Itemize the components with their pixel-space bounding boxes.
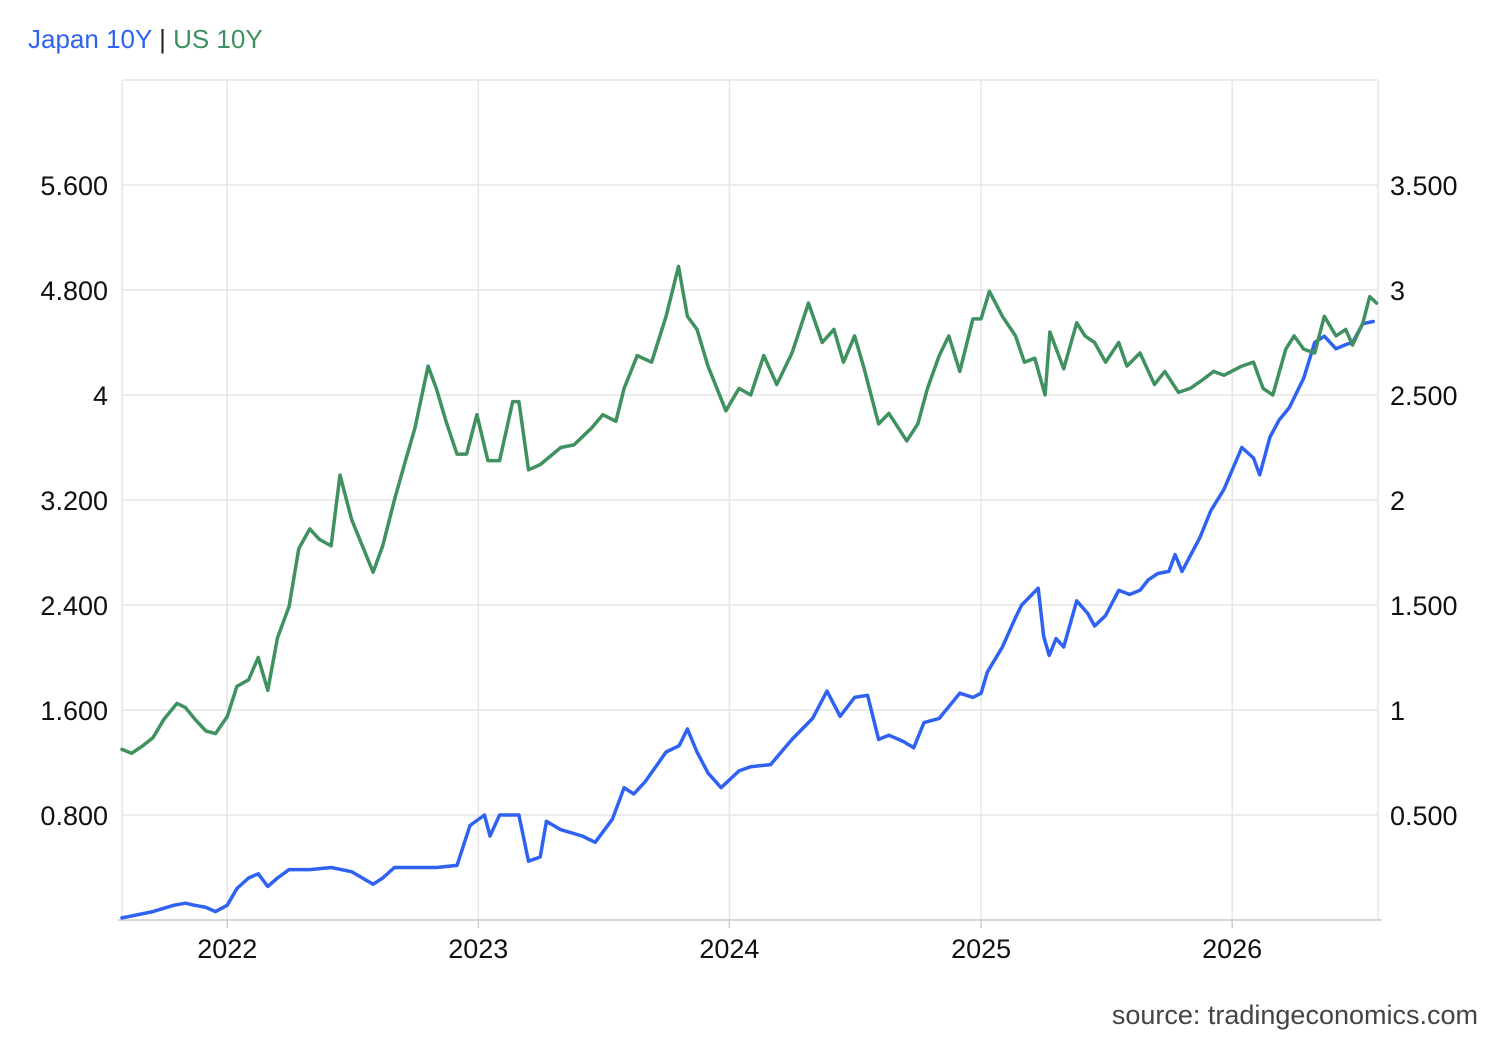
left-axis-tick-label: 1.600: [40, 696, 108, 726]
x-axis-tick-label: 2024: [699, 934, 759, 964]
source-credit: source: tradingeconomics.com: [1111, 1000, 1478, 1030]
legend-us-10y[interactable]: US 10Y: [173, 24, 263, 54]
tick-labels: 0.800 1.600 2.400 3.200 4 4.800 5.600 0.500 1 1.5…: [40, 171, 1457, 964]
legend-japan-10y[interactable]: Japan 10Y: [28, 24, 152, 54]
axes: [118, 80, 1382, 928]
left-axis-tick-label: 3.200: [40, 486, 108, 516]
x-axis-tick-label: 2025: [951, 934, 1011, 964]
left-axis-tick-label: 2.400: [40, 591, 108, 621]
right-axis-tick-label: 1.500: [1390, 591, 1458, 621]
us-10y-line: [120, 264, 1379, 756]
left-axis-tick-label: 0.800: [40, 801, 108, 831]
right-axis-tick-label: 2: [1390, 486, 1405, 516]
left-axis-tick-label: 5.600: [40, 171, 108, 201]
legend: Japan 10Y | US 10Y: [28, 24, 263, 55]
series-lines: [120, 264, 1379, 920]
japan-10y-line: [120, 319, 1375, 920]
legend-separator: |: [159, 24, 166, 54]
x-axis-tick-label: 2026: [1202, 934, 1262, 964]
left-axis-tick-label: 4: [93, 381, 108, 411]
x-axis-tick-label: 2022: [197, 934, 257, 964]
right-axis-tick-label: 3.500: [1390, 171, 1458, 201]
left-axis-tick-label: 4.800: [40, 276, 108, 306]
right-axis-tick-label: 3: [1390, 276, 1405, 306]
right-axis-tick-label: 0.500: [1390, 801, 1458, 831]
grid: [122, 79, 1378, 920]
right-axis-tick-label: 1: [1390, 696, 1405, 726]
right-axis-tick-label: 2.500: [1390, 381, 1458, 411]
x-axis-tick-label: 2023: [448, 934, 508, 964]
